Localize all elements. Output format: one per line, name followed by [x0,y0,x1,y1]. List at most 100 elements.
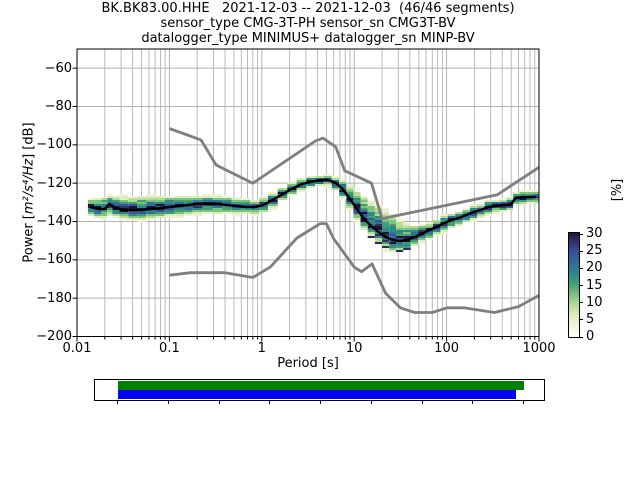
histogram-cell [107,210,113,212]
histogram-cell [382,250,390,252]
histogram-cell [367,200,375,202]
histogram-cell [346,186,354,188]
histogram-cell [367,220,375,222]
histogram-cell [346,194,354,196]
histogram-cell [353,200,361,202]
histogram-cell [250,212,260,214]
histogram-cell [287,186,297,188]
y-tick-label: −80 [44,99,72,114]
histogram-cell [87,204,95,206]
histogram-cell [94,216,102,218]
histogram-cell [119,194,129,196]
histogram-cell [477,212,485,214]
histogram-cell [433,220,441,222]
histogram-cell [389,230,397,232]
histogram-cell [499,206,507,208]
histogram-cell [360,200,368,202]
histogram-cell [331,186,340,188]
histogram-cell [367,222,375,224]
histogram-cell [382,228,390,230]
histogram-cell [374,214,383,216]
histogram-cell [418,228,426,230]
histogram-cell [374,222,383,224]
histogram-cell [367,204,375,206]
figure-subtitle-sensor: sensor_type CMG-3T-PH sensor_sn CMG3T-BV [160,16,456,31]
histogram-cell [164,212,175,214]
histogram-cell [389,224,397,226]
histogram-cell [425,238,433,240]
histogram-cell [353,198,361,200]
histogram-cell [374,218,383,220]
histogram-cell [164,204,175,206]
histogram-cell [396,236,404,238]
coverage-bar-segments [118,390,516,399]
histogram-cell [231,214,242,216]
histogram-cell [155,216,165,218]
histogram-cell [403,248,411,250]
histogram-cell [410,226,419,228]
histogram-cell [367,218,375,220]
histogram-cell [367,228,375,230]
y-tick-label: −120 [36,175,72,191]
histogram-cell [499,200,507,202]
histogram-cell [440,232,448,234]
histogram-cell [107,214,113,216]
histogram-cell [374,220,383,222]
histogram-cell [425,224,433,226]
histogram-cell [128,216,138,218]
histogram-cell [250,204,260,206]
histogram-cell [455,212,463,214]
histogram-cell [119,204,129,206]
histogram-cell [367,236,375,238]
histogram-cell [174,198,185,200]
histogram-cell [155,204,165,206]
histogram-cell [296,180,307,182]
ppsd-mode-line [89,178,536,243]
histogram-cell [101,206,108,208]
histogram-cell [315,184,324,186]
histogram-cell [323,182,332,184]
histogram-cell [499,208,507,210]
histogram-cell [277,188,288,190]
histogram-cell [146,210,156,212]
histogram-cell [241,210,251,212]
histogram-cell [519,204,527,206]
histogram-cell [462,220,470,222]
histogram-cell [360,222,368,224]
histogram-cell [184,208,193,210]
histogram-cell [433,232,441,234]
histogram-cell [339,198,347,200]
histogram-cell [462,210,470,212]
histogram-cell [212,198,223,200]
y-tick-label: −160 [36,252,72,268]
histogram-cell [396,238,404,240]
histogram-cell [87,198,95,200]
histogram-cell [250,208,260,210]
histogram-cell [396,226,404,228]
histogram-cell [506,196,514,198]
histogram-cell [506,202,514,204]
histogram-cell [492,200,500,202]
histogram-cell [268,192,278,194]
colorbar-tick-label: 25 [586,243,603,259]
time-coverage-box [94,379,545,401]
histogram-cell [259,206,269,208]
histogram-cell [374,216,383,218]
histogram-cell [346,192,354,194]
histogram-cell [212,210,223,212]
histogram-cell [94,198,102,200]
histogram-cell [101,214,108,216]
histogram-cell [506,198,514,200]
histogram-cell [112,204,120,206]
histogram-cell [382,210,390,212]
histogram-cell [164,198,175,200]
y-tick-label: −200 [36,329,72,344]
histogram-cell [101,204,108,206]
histogram-cell [137,212,147,214]
histogram-cell [367,206,375,208]
x-tick-label: 100 [434,341,459,356]
histogram-cell [499,198,507,200]
histogram-cell [403,232,411,234]
histogram-cell [87,210,95,212]
histogram-cell [346,206,354,208]
